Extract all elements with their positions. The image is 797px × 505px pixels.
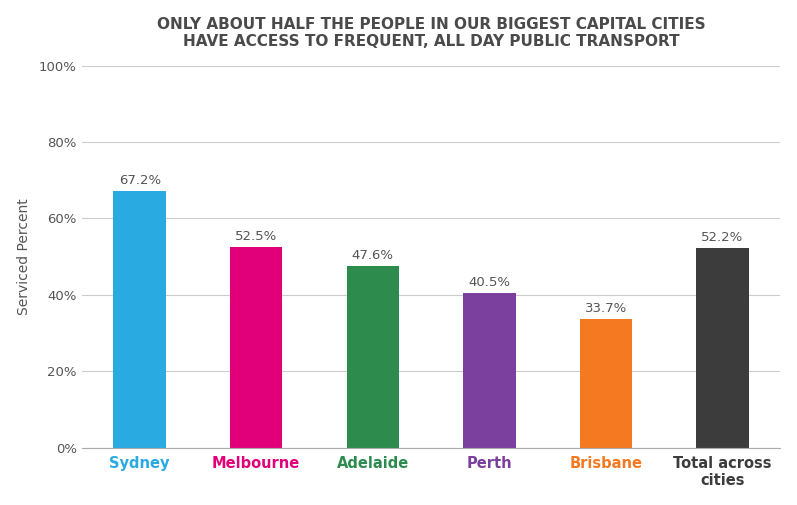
Text: 47.6%: 47.6%: [351, 249, 394, 262]
Title: ONLY ABOUT HALF THE PEOPLE IN OUR BIGGEST CAPITAL CITIES
HAVE ACCESS TO FREQUENT: ONLY ABOUT HALF THE PEOPLE IN OUR BIGGES…: [157, 17, 705, 49]
Bar: [347, 266, 399, 447]
Y-axis label: Serviced Percent: Serviced Percent: [17, 198, 30, 315]
Text: 33.7%: 33.7%: [585, 302, 627, 315]
Bar: [579, 319, 632, 447]
Bar: [696, 248, 748, 447]
Text: 52.5%: 52.5%: [235, 230, 277, 243]
Bar: [113, 191, 166, 447]
Text: 40.5%: 40.5%: [469, 276, 510, 289]
Bar: [463, 293, 516, 447]
Text: 52.2%: 52.2%: [701, 231, 744, 244]
Text: 67.2%: 67.2%: [119, 174, 161, 187]
Bar: [230, 247, 282, 447]
